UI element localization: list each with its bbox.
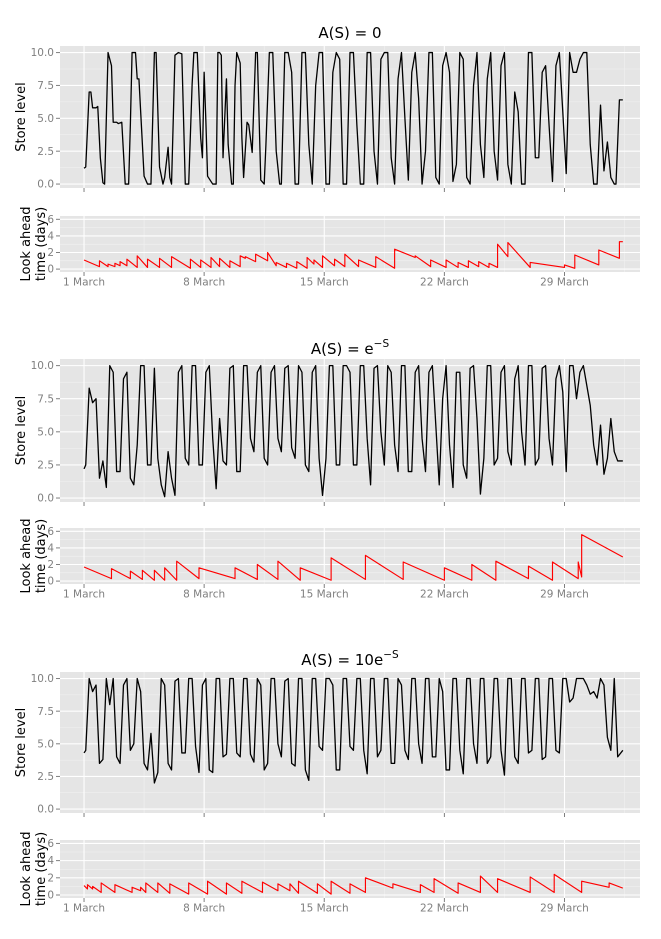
chart-title: A(S) = 0 — [318, 24, 381, 42]
top-y-axis-label: Store level — [14, 396, 29, 465]
bottom-y-tick-label: 6 — [47, 214, 54, 226]
look-ahead-line — [83, 873, 624, 895]
chart-title-superscript: −S — [374, 338, 390, 350]
bottom-y-tick-label: 0 — [47, 264, 54, 276]
bottom-y-axis-label-line: time (days) — [34, 832, 49, 906]
bottom-y-tick-label: 4 — [47, 543, 54, 555]
top-y-tick-label: 7.5 — [37, 393, 54, 405]
top-y-tick-label: 0.0 — [37, 493, 54, 505]
top-y-tick-label: 0.0 — [37, 804, 54, 816]
chart-group-2: A(S) = e−S 0.0 2.5 5.0 7.5 10.0 Store level 0 2 4… — [14, 338, 640, 601]
x-tick-label: 1 March — [63, 277, 105, 289]
top-y-tick-label: 5.0 — [37, 738, 54, 750]
chart-group-3: A(S) = 10e−S 0.0 2.5 5.0 7.5 10.0 Store level 0… — [14, 649, 640, 915]
x-tick-label: 1 March — [63, 589, 105, 601]
x-tick-label: 1 March — [63, 903, 105, 915]
x-tick-label: 29 March — [540, 589, 589, 601]
store-level-line — [83, 364, 623, 498]
chart-title-superscript: −S — [383, 649, 399, 661]
chart-title: A(S) = e−S — [311, 338, 390, 358]
chart-title: A(S) = 10e−S — [301, 649, 399, 669]
x-tick-label: 8 March — [183, 903, 225, 915]
bottom-y-axis-label: Look aheadtime (days) — [19, 206, 49, 281]
top-y-tick-label: 10.0 — [31, 673, 54, 685]
bottom-y-tick-label: 4 — [47, 855, 54, 867]
top-y-tick-label: 5.0 — [37, 426, 54, 438]
x-tick-label: 29 March — [540, 277, 589, 289]
store-level-line — [83, 51, 623, 185]
top-y-tick-label: 7.5 — [37, 80, 54, 92]
bottom-y-tick-label: 6 — [47, 838, 54, 850]
x-tick-label: 22 March — [420, 903, 469, 915]
x-tick-label: 8 March — [183, 277, 225, 289]
bottom-y-tick-label: 2 — [47, 872, 54, 884]
bottom-y-axis-label-line: Look ahead — [19, 518, 34, 593]
store-level-line — [83, 677, 624, 784]
top-y-tick-label: 2.5 — [37, 771, 54, 783]
bottom-y-tick-label: 4 — [47, 231, 54, 243]
x-tick-label: 22 March — [420, 589, 469, 601]
top-y-axis-label: Store level — [14, 708, 29, 777]
x-tick-label: 15 March — [300, 903, 349, 915]
chart-title-base: A(S) = 10e — [301, 651, 383, 669]
bottom-y-axis-label-line: Look ahead — [19, 206, 34, 281]
chart-title-base: A(S) = e — [311, 340, 374, 358]
look-ahead-line — [83, 534, 624, 581]
bottom-y-axis-label: Look aheadtime (days) — [19, 831, 49, 906]
chart-group-1: A(S) = 0 0.0 2.5 5.0 7.5 10.0 Store level 0 2 4 6 1… — [14, 24, 640, 289]
bottom-y-tick-label: 0 — [47, 890, 54, 902]
top-y-axis-label: Store level — [14, 82, 29, 151]
bottom-y-tick-label: 2 — [47, 247, 54, 259]
top-y-tick-label: 2.5 — [37, 146, 54, 158]
look-ahead-line — [83, 241, 623, 269]
top-y-tick-label: 5.0 — [37, 113, 54, 125]
chart-title-base: A(S) = 0 — [318, 24, 381, 42]
top-y-tick-label: 7.5 — [37, 706, 54, 718]
x-tick-label: 8 March — [183, 589, 225, 601]
x-tick-label: 22 March — [420, 277, 469, 289]
bottom-y-tick-label: 2 — [47, 559, 54, 571]
x-tick-label: 15 March — [300, 277, 349, 289]
top-y-tick-label: 0.0 — [37, 179, 54, 191]
bottom-y-axis-label-line: time (days) — [34, 207, 49, 281]
bottom-y-tick-label: 6 — [47, 526, 54, 538]
bottom-y-axis-label-line: Look ahead — [19, 831, 34, 906]
x-tick-label: 15 March — [300, 589, 349, 601]
top-y-tick-label: 10.0 — [31, 360, 54, 372]
bottom-y-axis-label: Look aheadtime (days) — [19, 518, 49, 593]
bottom-y-tick-label: 0 — [47, 576, 54, 588]
top-y-tick-label: 10.0 — [31, 47, 54, 59]
x-tick-label: 29 March — [540, 903, 589, 915]
bottom-y-axis-label-line: time (days) — [34, 519, 49, 593]
top-y-tick-label: 2.5 — [37, 460, 54, 472]
